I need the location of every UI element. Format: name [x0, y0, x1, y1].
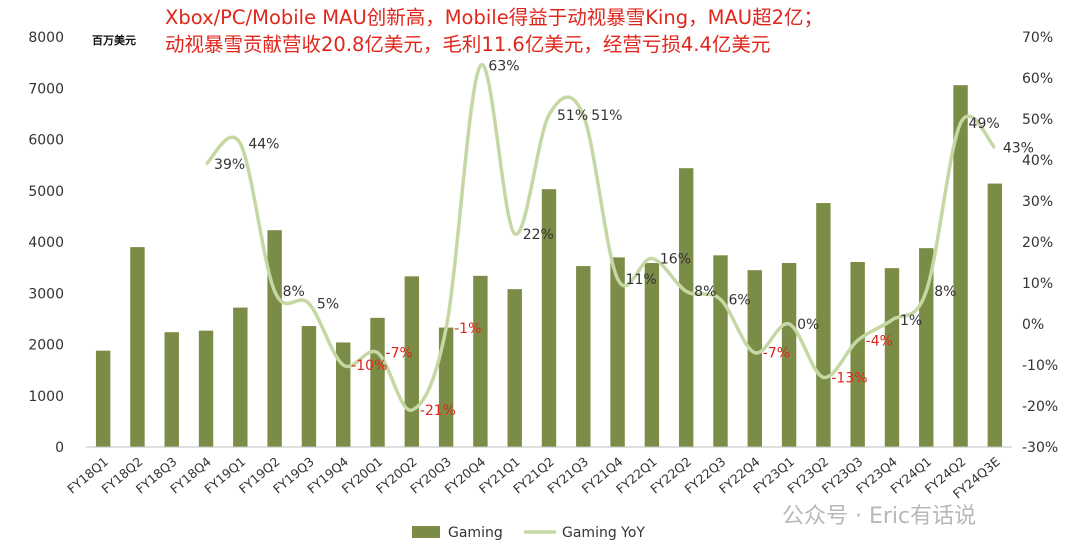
- left-tick-label: 7000: [28, 81, 64, 97]
- gaming-bar: [644, 263, 660, 447]
- yoy-data-label: 63%: [488, 59, 519, 75]
- right-tick-label: 40%: [1022, 153, 1053, 169]
- yoy-data-label: 51%: [591, 108, 622, 124]
- yoy-data-label: 44%: [248, 137, 279, 153]
- gaming-bar: [987, 183, 1003, 447]
- yoy-data-label: 51%: [557, 108, 588, 124]
- title-line-2: 动视暴雪贡献营收20.8亿美元，毛利11.6亿美元，经营亏损4.4亿美元: [165, 33, 771, 56]
- gaming-bar: [267, 230, 282, 447]
- yoy-data-label: 6%: [728, 292, 750, 308]
- left-tick-label: 3000: [28, 286, 64, 302]
- yoy-data-label: -1%: [454, 321, 481, 337]
- gaming-bar: [747, 270, 762, 447]
- title-line-1: Xbox/PC/Mobile MAU创新高，Mobile得益于动视暴雪King，…: [165, 6, 823, 29]
- gaming-bar: [336, 342, 351, 447]
- gaming-bar: [473, 275, 488, 447]
- yoy-data-label: -4%: [866, 333, 893, 349]
- yoy-data-label: -10%: [351, 358, 387, 374]
- gaming-bar: [95, 350, 111, 447]
- right-tick-label: 70%: [1022, 30, 1053, 46]
- legend: Gaming Gaming YoY: [412, 525, 645, 541]
- gaming-bar: [507, 289, 522, 447]
- right-tick-label: -20%: [1022, 399, 1058, 415]
- right-tick-label: 30%: [1022, 194, 1053, 210]
- left-tick-label: 5000: [28, 184, 64, 200]
- gaming-bar: [130, 247, 145, 447]
- x-axis-ticks: FY18Q1FY18Q2FY18Q3FY18Q4FY19Q1FY19Q2FY19…: [64, 454, 1003, 502]
- gaming-bar: [233, 307, 248, 447]
- gaming-bar: [198, 330, 214, 447]
- gaming-yoy-line: [204, 63, 997, 412]
- left-tick-label: 2000: [28, 338, 64, 354]
- gaming-bars: [95, 85, 1003, 448]
- legend-gaming-swatch: [412, 526, 440, 538]
- left-tick-label: 1000: [28, 389, 64, 405]
- gaming-bar: [816, 203, 831, 447]
- yoy-data-label: -21%: [420, 403, 456, 419]
- right-tick-label: -10%: [1022, 358, 1058, 374]
- yoy-data-label: 11%: [626, 272, 657, 288]
- gaming-bar: [370, 317, 385, 447]
- left-tick-label: 8000: [28, 30, 64, 46]
- yoy-data-label: 0%: [797, 317, 819, 333]
- gaming-bar: [884, 268, 900, 447]
- left-tick-label: 0: [55, 440, 64, 456]
- gaming-bar: [781, 263, 797, 447]
- yoy-data-label: -7%: [763, 346, 790, 362]
- yoy-data-labels: 39%44%8%5%-10%-7%-21%-1%63%22%51% 51%11%1…: [214, 59, 1034, 419]
- right-tick-label: 50%: [1022, 112, 1053, 128]
- gaming-bar: [953, 85, 968, 448]
- right-tick-label: 20%: [1022, 235, 1053, 251]
- gaming-bar: [576, 266, 591, 447]
- yoy-data-label: 49%: [969, 116, 1000, 132]
- gaming-bar: [164, 332, 179, 447]
- right-tick-label: -30%: [1022, 440, 1058, 456]
- yoy-data-label: 22%: [523, 227, 554, 243]
- gaming-bar: [850, 261, 865, 447]
- left-tick-label: 6000: [28, 133, 64, 149]
- right-axis: -30% -20% -10% 0% 10% 20% 30% 40% 50% 60% 70%: [1022, 30, 1058, 456]
- yoy-data-label: 16%: [660, 251, 691, 267]
- right-tick-label: 0%: [1022, 317, 1044, 333]
- gaming-bar: [541, 189, 557, 447]
- yoy-data-label: 1%: [900, 313, 922, 329]
- yoy-data-label: 8%: [694, 284, 716, 300]
- legend-yoy-label: Gaming YoY: [562, 525, 645, 541]
- gaming-bar: [301, 326, 317, 447]
- gaming-bar: [678, 168, 694, 447]
- y-axis-unit-label: 百万美元: [92, 34, 136, 47]
- yoy-data-label: -13%: [831, 370, 867, 386]
- left-tick-label: 4000: [28, 235, 64, 251]
- yoy-data-label: 5%: [317, 297, 339, 313]
- gaming-bar: [438, 327, 454, 447]
- gaming-bar: [404, 276, 420, 447]
- yoy-data-label: 39%: [214, 157, 245, 173]
- yoy-data-label: 43%: [1003, 141, 1034, 157]
- chart-title: Xbox/PC/Mobile MAU创新高，Mobile得益于动视暴雪King，…: [165, 4, 965, 58]
- yoy-data-label: -7%: [386, 346, 413, 362]
- gaming-bar: [610, 257, 625, 447]
- legend-gaming-label: Gaming: [448, 525, 503, 541]
- yoy-data-label: 8%: [283, 284, 305, 300]
- left-axis: 0 1000 2000 3000 4000 5000 6000 7000 8000: [28, 30, 64, 456]
- right-tick-label: 60%: [1022, 71, 1053, 87]
- watermark-text: 公众号 · Eric有话说: [782, 504, 976, 529]
- right-tick-label: 10%: [1022, 276, 1053, 292]
- yoy-data-label: 8%: [934, 284, 956, 300]
